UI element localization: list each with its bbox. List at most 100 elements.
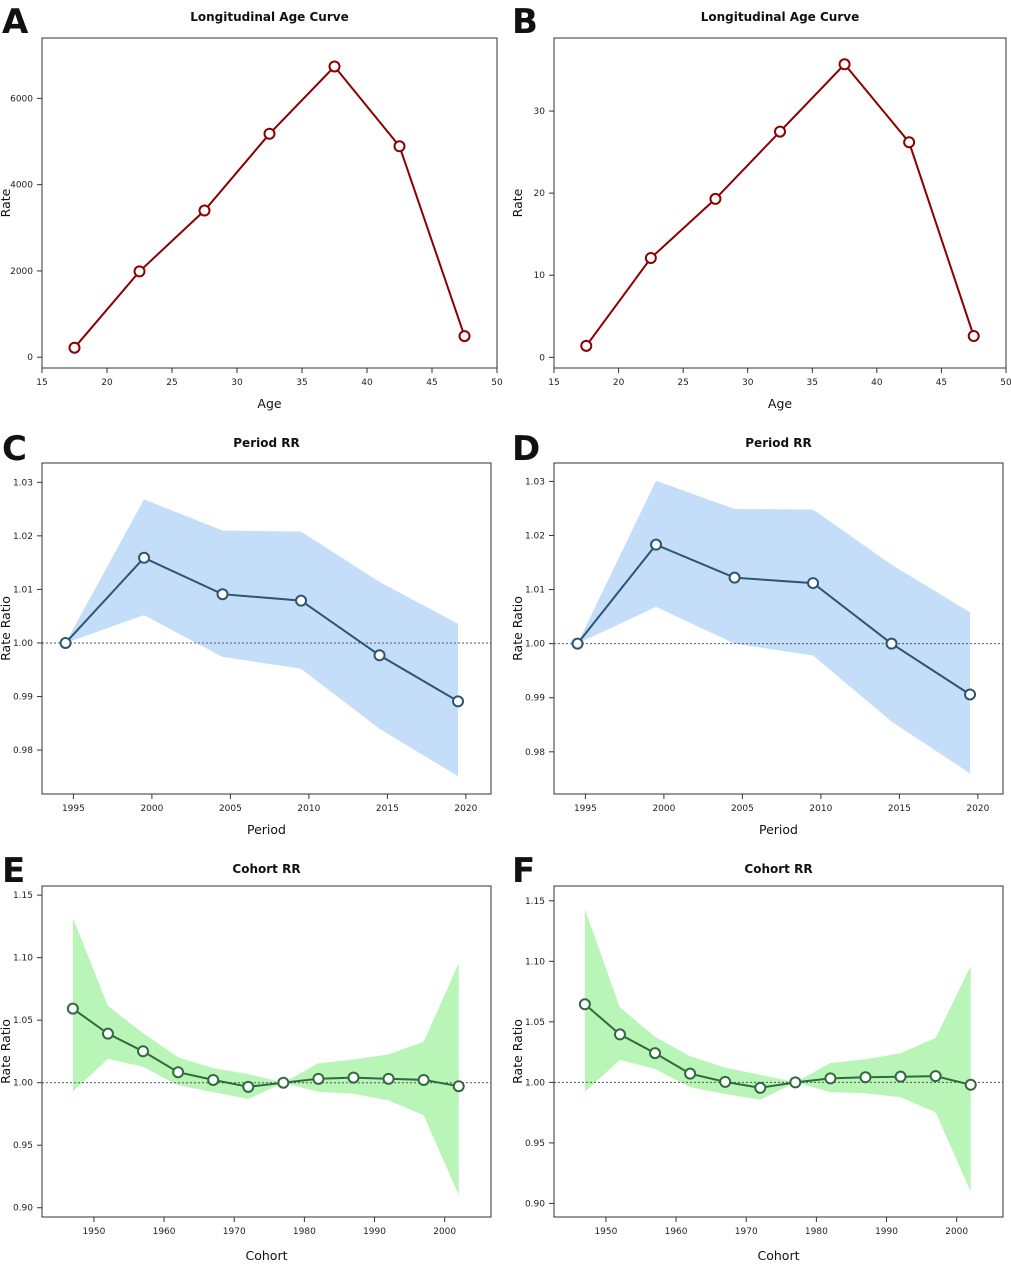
plot-frame [553, 885, 1004, 1218]
data-point [68, 341, 81, 354]
data-point [580, 339, 593, 352]
plot-frame [41, 885, 492, 1218]
data-point [417, 1073, 430, 1086]
x-tick-label: 15 [36, 378, 47, 388]
y-tick-label: 0.95 [13, 1141, 33, 1151]
data-point [242, 1080, 255, 1093]
x-tick-label: 1960 [153, 1227, 176, 1237]
y-tick-label: 1.01 [525, 586, 545, 596]
x-tick-label: 25 [166, 378, 177, 388]
confidence-band [584, 909, 971, 1192]
y-tick-label: 0.98 [525, 748, 545, 758]
x-tick-label: 2000 [945, 1227, 968, 1237]
panel-letter-b: B [512, 2, 538, 42]
data-point [719, 1075, 732, 1088]
series-line [64, 556, 459, 703]
y-tick-label: 1.10 [525, 957, 545, 967]
y-tick-label: 20 [534, 189, 546, 199]
y-tick-label: 2000 [10, 267, 33, 277]
x-axis-label: Cohort [246, 1248, 288, 1263]
y-tick-label: 30 [534, 107, 546, 117]
panel-c: C Period RR 1995 2000 2005 2010 2015 2020 0.98 0.… [0, 429, 492, 837]
x-tick-label: 40 [871, 378, 883, 388]
panel-letter-e: E [2, 851, 25, 891]
data-point [885, 637, 898, 650]
data-point [312, 1072, 325, 1085]
data-point [66, 1002, 79, 1015]
y-axis-label: Rate [0, 188, 13, 217]
y-axis-label: Rate [510, 188, 525, 217]
series-line [585, 62, 975, 347]
data-point [684, 1067, 697, 1080]
plot-frame [41, 462, 492, 795]
x-tick-label: 2005 [731, 804, 754, 814]
panel-letter-a: A [2, 2, 29, 42]
data-point [263, 127, 276, 140]
chart-title: Cohort RR [232, 862, 300, 876]
data-point [728, 571, 741, 584]
data-point [894, 1070, 907, 1083]
data-point [789, 1076, 802, 1089]
panel-d: D Period RR 1995 2000 2005 2010 2015 2020 0.98 0.… [510, 429, 1004, 837]
x-tick-label: 1980 [293, 1227, 316, 1237]
x-tick-label: 2015 [888, 804, 911, 814]
y-tick-label: 0.98 [13, 746, 33, 756]
data-point [754, 1081, 767, 1094]
y-tick-label: 1.00 [525, 640, 545, 650]
y-axis-label: Rate Ratio [0, 1019, 13, 1084]
plot-frame [553, 462, 1004, 795]
data-point [838, 58, 851, 71]
x-tick-label: 35 [807, 378, 818, 388]
x-tick-label: 1970 [223, 1227, 246, 1237]
y-tick-label: 1.03 [525, 477, 545, 487]
x-tick-label: 1990 [875, 1227, 898, 1237]
x-tick-label: 1950 [82, 1227, 105, 1237]
chart-title: Longitudinal Age Curve [701, 10, 859, 24]
data-point [216, 588, 229, 601]
y-tick-label: 1.03 [13, 478, 33, 488]
data-point [295, 594, 308, 607]
x-tick-label: 2000 [140, 804, 163, 814]
y-tick-label: 1.00 [525, 1078, 545, 1088]
x-tick-label: 1960 [665, 1227, 688, 1237]
chart-title: Period RR [745, 436, 811, 450]
panel-letter-c: C [2, 429, 27, 469]
data-point [929, 1070, 942, 1083]
data-point [133, 265, 146, 278]
panel-a: A Longitudinal Age Curve 15 20 25 30 35 40 45 50 0… [0, 2, 503, 411]
data-point [138, 551, 151, 564]
y-tick-label: 0.95 [525, 1139, 545, 1149]
confidence-band [577, 480, 970, 774]
data-point [571, 637, 584, 650]
data-point [964, 1078, 977, 1091]
data-point [903, 136, 916, 149]
data-point [207, 1073, 220, 1086]
data-point [347, 1071, 360, 1084]
data-point [649, 1047, 662, 1060]
data-point [373, 649, 386, 662]
x-axis-label: Cohort [758, 1248, 800, 1263]
x-tick-label: 2020 [454, 804, 477, 814]
x-tick-label: 45 [426, 378, 437, 388]
confidence-band [65, 499, 458, 777]
plot-frame [41, 37, 498, 369]
x-tick-label: 30 [742, 378, 754, 388]
data-point [452, 1080, 465, 1093]
data-point [458, 330, 471, 343]
data-point [824, 1072, 837, 1085]
x-tick-label: 1995 [574, 804, 597, 814]
y-tick-label: 1.01 [13, 585, 33, 595]
y-tick-label: 1.15 [525, 897, 545, 907]
x-tick-label: 35 [296, 378, 307, 388]
data-point [650, 538, 663, 551]
chart-title: Cohort RR [744, 862, 812, 876]
data-point [382, 1072, 395, 1085]
data-point [137, 1045, 150, 1058]
data-point [277, 1076, 290, 1089]
series-line [576, 543, 971, 696]
data-point [172, 1066, 185, 1079]
data-point [578, 998, 591, 1011]
x-axis-label: Period [247, 822, 286, 837]
y-tick-label: 0 [27, 353, 33, 363]
